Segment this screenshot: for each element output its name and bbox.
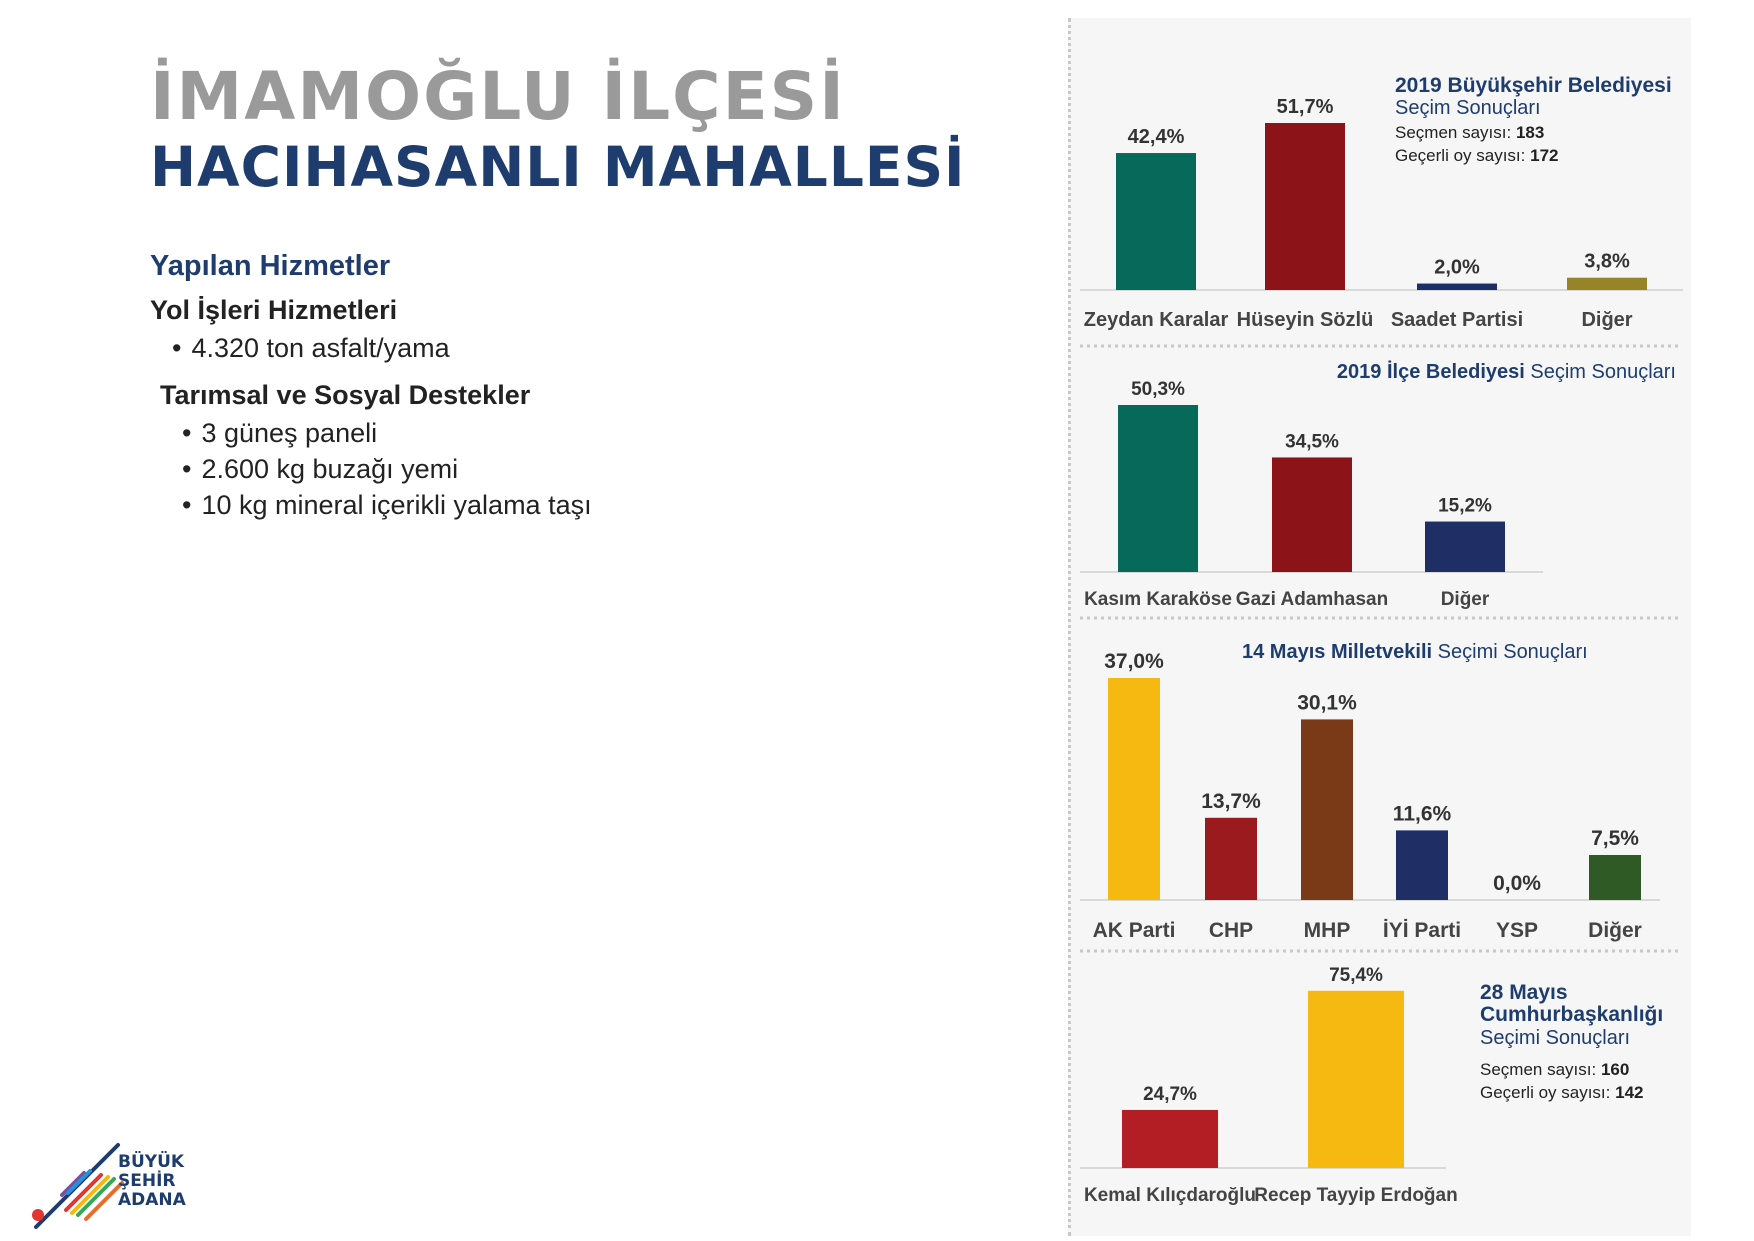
- bar: [1205, 817, 1257, 900]
- bar: [1308, 990, 1404, 1168]
- chart-info: Geçerli oy sayısı: 142: [1480, 1083, 1643, 1102]
- service-group-title: Tarımsal ve Sosyal Destekler: [160, 380, 531, 410]
- chart-info: Geçerli oy sayısı: 172: [1395, 146, 1558, 165]
- bar: [1567, 277, 1647, 290]
- category-label: MHP: [1304, 919, 1351, 942]
- bar: [1122, 1109, 1218, 1168]
- service-group-title: Yol İşleri Hizmetleri: [150, 295, 398, 325]
- chart-title: Cumhurbaşkanlığı: [1480, 1003, 1663, 1026]
- service-item: 3 güneş paneli: [182, 415, 592, 451]
- bar-value-label: 75,4%: [1329, 965, 1383, 986]
- category-label: Recep Tayyip Erdoğan: [1254, 1185, 1457, 1206]
- category-label: Hüseyin Sözlü: [1237, 309, 1374, 331]
- category-label: Saadet Partisi: [1391, 309, 1523, 331]
- bar: [1108, 678, 1160, 900]
- adana-logo-mark: [32, 1143, 124, 1229]
- services-section: Yapılan Hizmetler Yol İşleri Hizmetleri …: [150, 250, 592, 537]
- bar: [1272, 457, 1352, 572]
- bar-value-label: 2,0%: [1434, 257, 1480, 279]
- bar-value-label: 13,7%: [1201, 790, 1261, 813]
- bar: [1396, 830, 1448, 900]
- category-label: Gazi Adamhasan: [1236, 589, 1388, 610]
- category-label: Kemal Kılıçdaroğlu: [1084, 1185, 1256, 1206]
- bar-value-label: 34,5%: [1285, 431, 1339, 452]
- service-item: 2.600 kg buzağı yemi: [182, 451, 592, 487]
- bar: [1589, 855, 1641, 900]
- chart-subtitle: Seçim Sonuçları: [1395, 97, 1541, 119]
- chart-title: 14 Mayıs Milletvekili Seçimi Sonuçları: [1242, 641, 1588, 663]
- category-label: Diğer: [1581, 309, 1632, 331]
- chart-info: Seçmen sayısı: 183: [1395, 123, 1544, 142]
- bar-value-label: 51,7%: [1277, 96, 1334, 118]
- bar: [1265, 123, 1345, 290]
- bar: [1425, 521, 1505, 572]
- bar-value-label: 24,7%: [1143, 1084, 1197, 1105]
- logo-line: ŞEHİR: [118, 1171, 176, 1191]
- logo-text: BÜYÜK ŞEHİR ADANA: [118, 1153, 186, 1210]
- bar-value-label: 50,3%: [1131, 379, 1185, 400]
- category-label: Diğer: [1441, 589, 1490, 610]
- service-group-agri: Tarımsal ve Sosyal Destekler 3 güneş pan…: [160, 380, 592, 523]
- bar: [1417, 283, 1497, 290]
- category-label: AK Parti: [1093, 919, 1176, 942]
- chart-subtitle: Seçimi Sonuçları: [1480, 1027, 1630, 1049]
- bar-value-label: 7,5%: [1591, 827, 1639, 850]
- service-item: 10 kg mineral içerikli yalama taşı: [182, 487, 591, 523]
- logo-line: BÜYÜK: [118, 1152, 185, 1172]
- bar: [1301, 719, 1353, 900]
- service-item: 4.320 ton asfalt/yama: [172, 330, 592, 366]
- service-list: 3 güneş paneli 2.600 kg buzağı yemi 10 k…: [160, 415, 592, 523]
- bar-value-label: 30,1%: [1297, 691, 1357, 714]
- bar: [1116, 153, 1196, 290]
- chart-title: 28 Mayıs: [1480, 981, 1568, 1004]
- category-label: YSP: [1496, 919, 1538, 942]
- category-label: İYİ Parti: [1383, 919, 1461, 942]
- services-heading: Yapılan Hizmetler: [150, 250, 391, 282]
- bar-value-label: 42,4%: [1128, 126, 1185, 148]
- category-label: Diğer: [1588, 919, 1642, 942]
- category-label: Zeydan Karalar: [1084, 309, 1229, 331]
- chart-info: Seçmen sayısı: 160: [1480, 1060, 1629, 1079]
- neighborhood-title: HACIHASANLI MAHALLESİ: [150, 135, 966, 199]
- bar-value-label: 0,0%: [1493, 872, 1541, 895]
- category-label: CHP: [1209, 919, 1253, 942]
- category-label: Kasım Karaköse: [1084, 589, 1232, 610]
- district-title: İMAMOĞLU İLÇESİ: [150, 58, 846, 135]
- bar: [1118, 405, 1198, 572]
- bar-value-label: 11,6%: [1393, 802, 1452, 825]
- chart-title: 2019 İlçe Belediyesi Seçim Sonuçları: [1337, 360, 1676, 383]
- service-list: 4.320 ton asfalt/yama: [150, 330, 592, 366]
- bar-value-label: 37,0%: [1104, 650, 1164, 673]
- logo-line: ADANA: [118, 1190, 186, 1210]
- bar-value-label: 3,8%: [1584, 251, 1630, 273]
- bar-value-label: 15,2%: [1438, 496, 1492, 517]
- chart-title: 2019 Büyükşehir Belediyesi: [1395, 74, 1672, 97]
- service-group-road: Yol İşleri Hizmetleri 4.320 ton asfalt/y…: [150, 295, 592, 366]
